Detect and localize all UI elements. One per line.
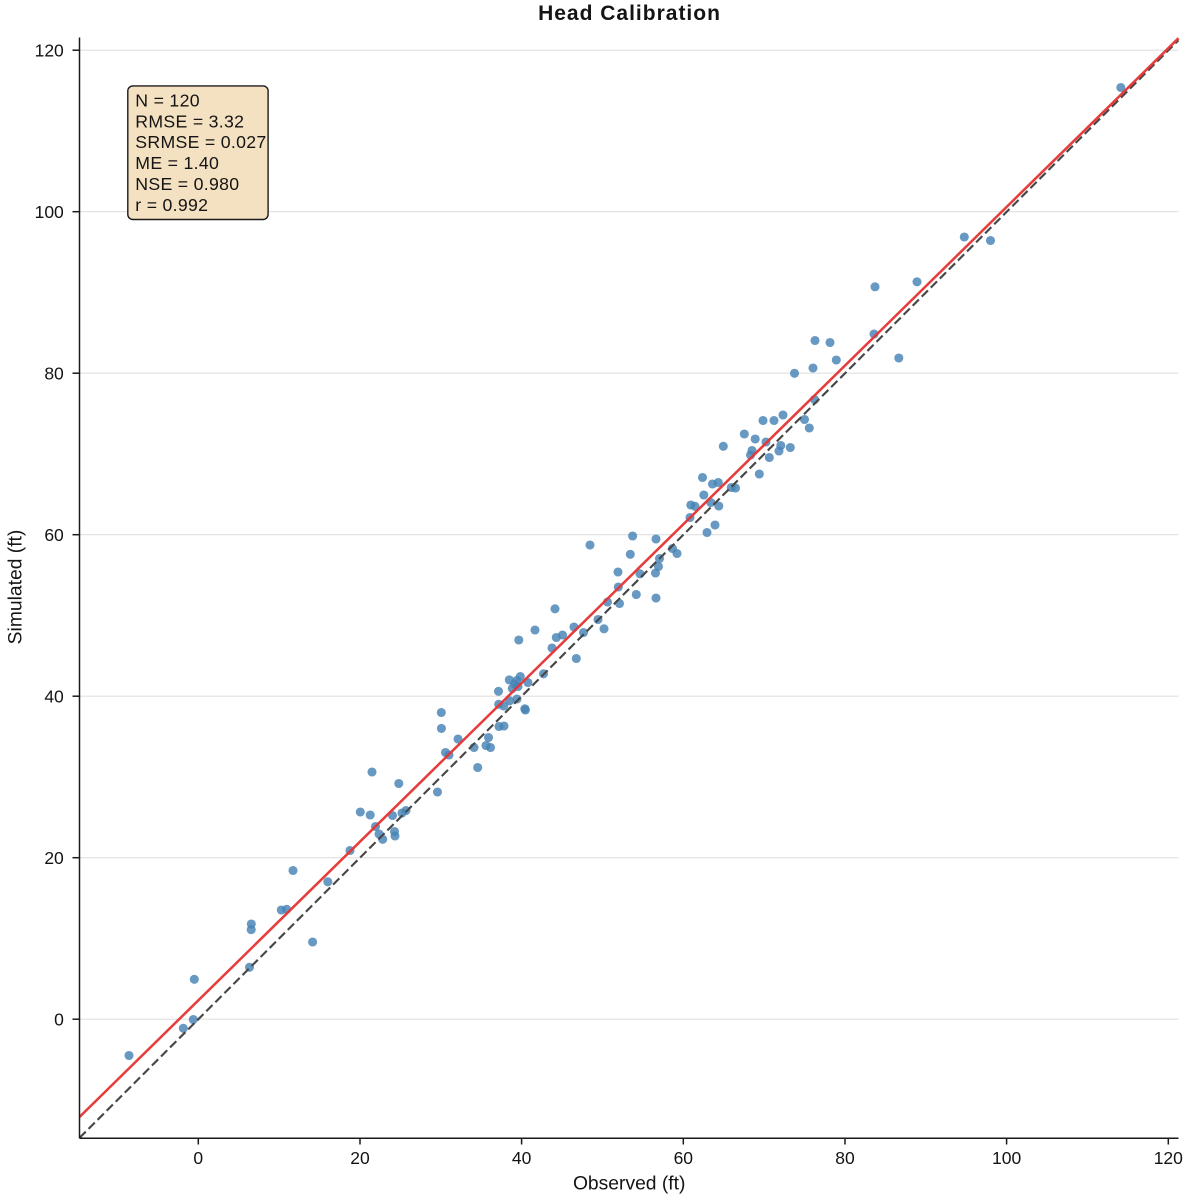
svg-text:Simulated (ft): Simulated (ft) [6,530,27,645]
svg-text:40: 40 [44,687,64,707]
svg-text:20: 20 [44,848,64,868]
svg-text:N = 120: N = 120 [135,90,200,110]
svg-text:SRMSE = 0.027: SRMSE = 0.027 [135,132,266,152]
svg-text:0: 0 [54,1010,64,1030]
svg-text:100: 100 [992,1148,1021,1168]
svg-text:20: 20 [350,1148,370,1168]
svg-text:RMSE = 3.32: RMSE = 3.32 [135,111,244,131]
svg-text:60: 60 [44,525,64,545]
svg-text:ME = 1.40: ME = 1.40 [135,153,219,173]
svg-text:40: 40 [512,1148,532,1168]
svg-text:60: 60 [674,1148,694,1168]
svg-text:100: 100 [35,202,64,222]
svg-text:Observed (ft): Observed (ft) [573,1174,686,1195]
svg-text:120: 120 [1154,1148,1183,1168]
svg-text:0: 0 [193,1148,203,1168]
svg-text:r = 0.992: r = 0.992 [135,195,208,215]
svg-text:120: 120 [35,41,64,61]
svg-text:Head Calibration: Head Calibration [538,2,721,25]
svg-text:80: 80 [44,364,64,384]
svg-text:80: 80 [835,1148,855,1168]
svg-text:NSE = 0.980: NSE = 0.980 [135,174,239,194]
